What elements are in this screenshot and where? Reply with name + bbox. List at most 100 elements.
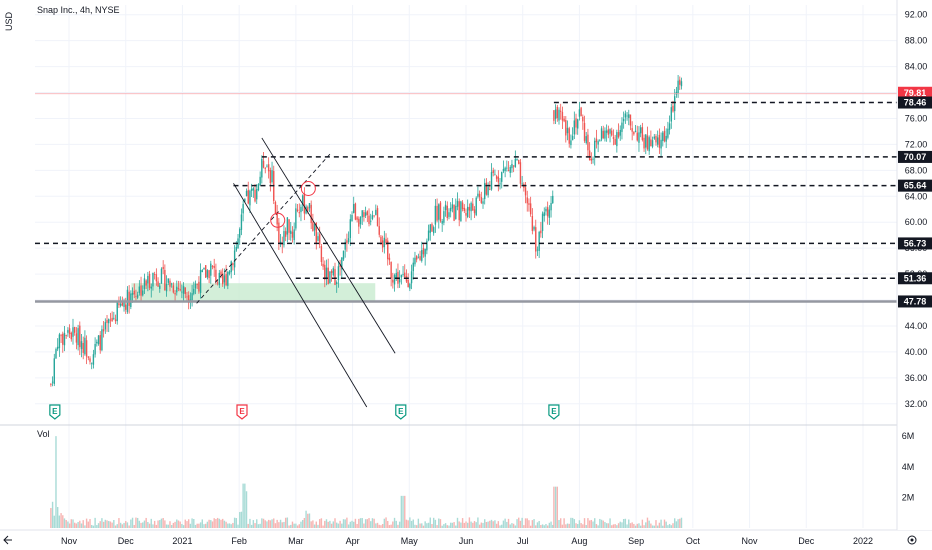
candle-body: [436, 205, 438, 221]
volume-bar: [611, 525, 613, 528]
volume-bar: [339, 520, 341, 528]
volume-bar: [553, 486, 555, 528]
earnings-marker[interactable]: E: [395, 404, 407, 420]
volume-bar: [643, 525, 645, 528]
candle-body: [438, 204, 440, 220]
volume-bar: [501, 524, 503, 528]
candle-body: [679, 79, 681, 85]
time-tick-label: May: [401, 536, 419, 546]
volume-bar: [140, 522, 142, 528]
horizontal-levels[interactable]: [35, 93, 897, 303]
candle-body: [526, 197, 528, 204]
candle-body: [473, 209, 476, 214]
volume-bar: [279, 519, 282, 528]
candle-body: [472, 203, 474, 211]
trend-line[interactable]: [261, 137, 396, 354]
candle-body: [198, 281, 200, 292]
volume-bar: [73, 522, 76, 528]
volume-bar: [395, 520, 397, 528]
candle-body: [160, 268, 163, 284]
volume-bar: [670, 525, 672, 528]
candle-body: [373, 215, 375, 217]
volume-bar: [347, 524, 350, 528]
earnings-marker[interactable]: E: [548, 404, 560, 420]
candle-body: [79, 325, 81, 348]
candle-body: [189, 299, 192, 301]
candle-body: [395, 272, 397, 278]
level-price-label-bg: [898, 237, 932, 250]
volume-bar: [624, 518, 627, 528]
volume-bar: [519, 520, 522, 528]
candle-body: [135, 296, 137, 298]
volume-bar: [295, 523, 297, 528]
candle-body: [92, 354, 95, 365]
volume-bar: [278, 522, 280, 528]
price-tick-label: 36.00: [905, 373, 928, 383]
candle-body: [588, 150, 591, 161]
candle-body: [556, 106, 559, 119]
time-tick-label: Nov: [742, 536, 759, 546]
volume-bar: [381, 524, 384, 528]
candle-body: [590, 158, 593, 161]
level-price-label-bg: [898, 179, 932, 192]
candle-body: [378, 226, 380, 235]
volume-bar: [242, 483, 244, 528]
volume-bar: [235, 518, 238, 528]
candle-body: [419, 256, 421, 260]
trend-line[interactable]: [196, 153, 331, 304]
candle-body: [119, 303, 122, 306]
candle-body: [322, 263, 324, 267]
candle-body: [675, 91, 678, 95]
candle-body: [636, 132, 638, 141]
volume-bar: [346, 517, 348, 528]
volume-bar: [147, 521, 149, 528]
volume-bar: [307, 513, 309, 528]
volume-bar: [167, 524, 169, 528]
price-axis[interactable]: [897, 0, 932, 530]
candle-body: [497, 176, 500, 183]
trend-line[interactable]: [233, 183, 368, 408]
volume-bar: [607, 523, 610, 528]
volume-bar: [244, 483, 246, 528]
volume-bar: [116, 524, 118, 528]
candle-body: [587, 134, 589, 151]
volume-bar: [94, 517, 96, 528]
candle-body: [170, 283, 173, 285]
volume-bar: [233, 517, 236, 528]
candle-body: [434, 205, 437, 225]
candle-body: [242, 204, 244, 214]
candle-body: [609, 129, 611, 134]
volume-bar: [138, 520, 141, 528]
candle-body: [616, 132, 618, 147]
go-to-start-icon[interactable]: [3, 535, 12, 545]
candle-body: [553, 110, 555, 121]
candle-body: [182, 286, 185, 294]
earnings-marker[interactable]: E: [236, 404, 248, 420]
candle-body: [484, 183, 486, 200]
time-axis[interactable]: Nov Dec 2021 Feb Mar Apr May Jun Jul Aug Sep Oct Nov…: [61, 536, 873, 546]
candle-body: [184, 287, 186, 295]
highlight-circle[interactable]: [300, 181, 316, 197]
highlight-circle[interactable]: [270, 212, 286, 228]
candle-body: [658, 134, 661, 148]
volume-bar: [633, 523, 635, 528]
volume-bar: [286, 517, 289, 528]
candle-body: [216, 282, 219, 284]
candle-body: [412, 262, 414, 272]
candle-body: [460, 201, 462, 222]
candle-body: [443, 211, 445, 223]
volume-bar: [621, 522, 623, 528]
earnings-marker[interactable]: E: [49, 404, 61, 420]
trend-lines[interactable]: [196, 137, 396, 408]
candle-body: [291, 231, 294, 238]
settings-icon[interactable]: [907, 535, 917, 545]
volume-bar: [680, 517, 683, 528]
candle-body: [82, 343, 84, 353]
candle-body: [387, 240, 389, 260]
candle-body: [582, 116, 584, 122]
candle-body: [341, 257, 343, 270]
time-tick-label: Aug: [571, 536, 587, 546]
volume-bar: [354, 518, 357, 528]
